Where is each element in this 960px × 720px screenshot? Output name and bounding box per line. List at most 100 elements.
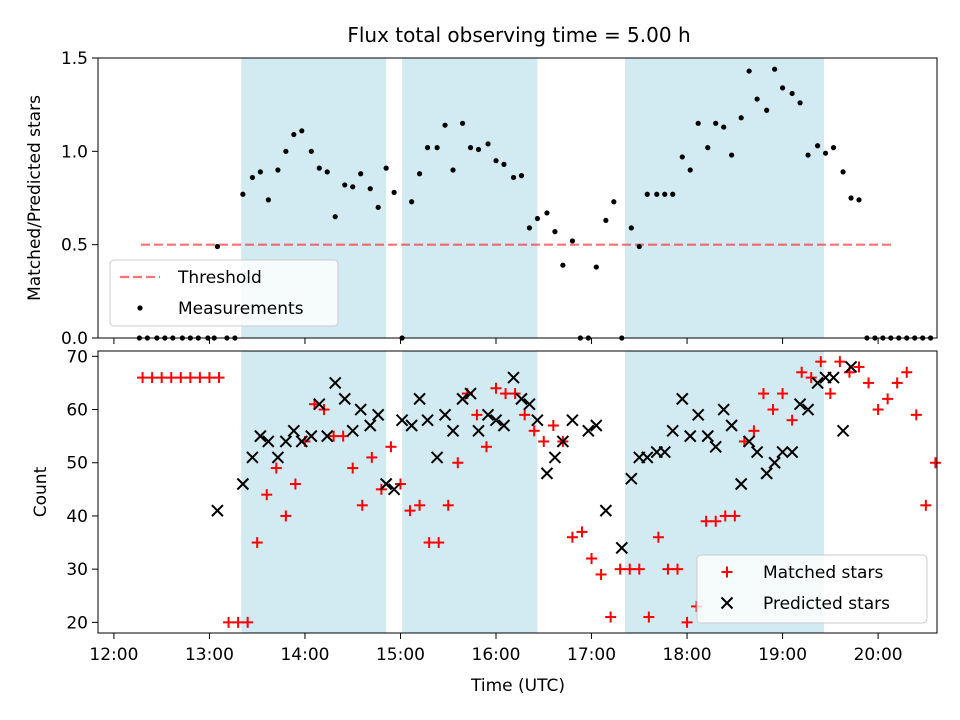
measurement-point — [636, 243, 642, 250]
x-tick-label: 13:00 — [185, 645, 234, 665]
legend-matched-swatch — [721, 566, 733, 578]
predicted-star-point — [354, 403, 367, 416]
y-tick-label: 70 — [66, 347, 88, 367]
predicted-star-point — [641, 451, 654, 464]
measurement-point — [526, 225, 533, 231]
matched-star-point — [662, 563, 674, 575]
predicted-star-point — [793, 398, 807, 411]
count-points — [137, 356, 941, 628]
predicted-star-point — [271, 451, 285, 464]
y-tick-label: 1.0 — [61, 142, 88, 162]
predicted-star-point — [590, 419, 603, 432]
measurement-point — [350, 184, 356, 190]
predicted-star-point — [295, 435, 308, 448]
predicted-star-point — [768, 456, 781, 469]
measurement-point — [738, 115, 744, 121]
shaded-band — [402, 58, 538, 338]
count-plot-frame — [97, 350, 938, 634]
predicted-star-point — [346, 424, 359, 438]
matched-star-point — [777, 388, 789, 400]
legend-box — [109, 259, 339, 327]
measurement-point — [754, 96, 760, 102]
measurement-point — [518, 173, 525, 179]
measurement-point — [695, 120, 701, 126]
matched-star-point — [337, 430, 349, 442]
matched-star-point — [452, 457, 464, 469]
legend-label: Measurements — [178, 299, 304, 319]
predicted-star-point — [582, 424, 595, 438]
matched-star-point — [863, 377, 875, 389]
matched-star-point — [471, 409, 483, 421]
matched-star-point — [576, 526, 588, 538]
legend-measurement-swatch — [137, 305, 143, 311]
predicted-star-point — [836, 424, 850, 438]
predicted-star-point — [387, 483, 401, 496]
predicted-star-point — [379, 477, 393, 491]
measurement-point — [856, 197, 862, 203]
measurement-point — [603, 217, 609, 223]
matched-star-point — [165, 372, 177, 384]
matched-star-point — [270, 462, 282, 474]
predicted-star-point — [566, 413, 579, 427]
predicted-star-point — [421, 413, 434, 427]
matched-star-point — [490, 382, 502, 394]
measurement-point — [485, 141, 491, 147]
matched-star-point — [757, 388, 769, 400]
matched-star-point — [538, 435, 550, 447]
predicted-star-point — [776, 445, 789, 459]
predicted-star-point — [305, 429, 318, 443]
predicted-star-point — [364, 419, 377, 432]
predicted-star-point — [801, 403, 815, 416]
matched-star-point — [385, 441, 397, 453]
ratio-x-ticks — [113, 338, 879, 344]
ratio-legend: Threshold Measurements — [109, 259, 339, 327]
measurement-point — [257, 169, 263, 175]
predicted-star-point — [734, 477, 748, 491]
predicted-star-point — [827, 371, 840, 384]
measurement-point — [450, 167, 456, 173]
predicted-star-point — [599, 504, 613, 517]
matched-star-point — [328, 430, 340, 442]
measurement-point — [772, 66, 778, 72]
matched-star-point — [433, 537, 445, 549]
shaded-band — [624, 58, 824, 338]
measurement-point — [705, 145, 711, 151]
measurement-point — [746, 68, 752, 74]
measurement-point — [544, 210, 550, 216]
matched-star-point — [519, 409, 531, 421]
predicted-star-point — [523, 398, 536, 411]
predicted-star-point — [338, 392, 351, 406]
predicted-star-point — [666, 424, 679, 438]
predicted-star-point — [279, 435, 293, 448]
matched-star-point — [796, 366, 808, 378]
matched-star-point — [901, 366, 913, 378]
matched-star-point — [872, 404, 884, 416]
y-tick-label: 0.0 — [61, 329, 88, 349]
predicted-star-point — [701, 429, 714, 443]
measurement-point — [654, 191, 660, 197]
x-tick-label: 18:00 — [663, 645, 712, 665]
measurement-point — [814, 143, 821, 149]
measurement-point — [475, 146, 482, 153]
matched-star-point — [156, 372, 168, 384]
matched-star-point — [671, 563, 683, 575]
legend-box — [696, 554, 928, 624]
matched-star-point — [605, 611, 617, 623]
measurement-point — [534, 215, 541, 222]
x-tick-label: 14:00 — [280, 645, 329, 665]
y-tick-label: 40 — [66, 507, 88, 527]
measurement-point — [424, 145, 431, 151]
measurement-point — [367, 186, 373, 192]
matched-star-point — [347, 462, 359, 474]
y-tick-label: 0.5 — [61, 236, 88, 256]
count-y-ticks: 20 30 40 50 60 70 — [66, 347, 98, 633]
matched-star-point — [442, 499, 454, 511]
matched-star-point — [289, 478, 301, 490]
predicted-star-point — [625, 472, 638, 485]
predicted-star-point — [472, 424, 485, 438]
measurement-point — [375, 204, 381, 210]
measurement-point — [789, 90, 795, 97]
y-tick-label: 60 — [66, 401, 88, 421]
predicted-star-point — [262, 435, 275, 448]
predicted-star-point — [211, 504, 224, 517]
